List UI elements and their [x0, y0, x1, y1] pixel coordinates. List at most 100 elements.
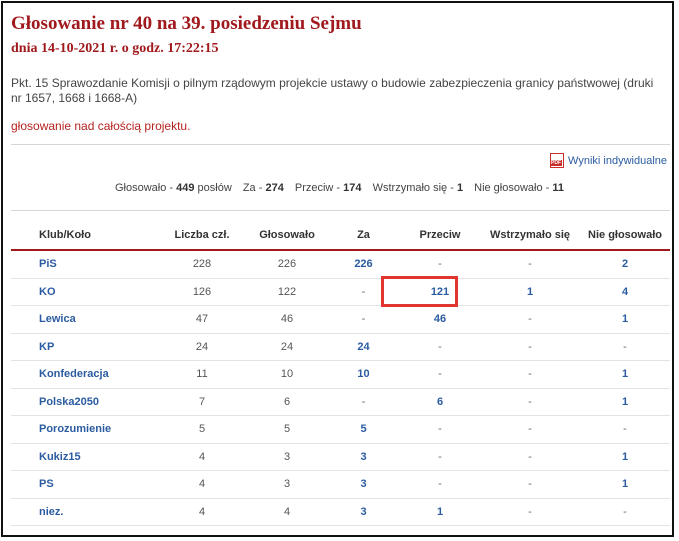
col-header: Klub/Koło: [11, 221, 157, 251]
club-link[interactable]: Kukiz15: [39, 450, 81, 463]
col-header: Głosowało: [247, 221, 327, 251]
count-cell: 122: [247, 278, 327, 306]
vote-count-link[interactable]: 3: [360, 478, 367, 491]
vote-cell: -: [480, 333, 580, 361]
count-cell: 5: [247, 415, 327, 444]
results-table: Klub/Koło Liczba czł. Głosowało Za Przec…: [11, 221, 670, 526]
count-cell: 4: [157, 470, 247, 499]
vote-count-link[interactable]: 121: [430, 285, 450, 298]
count-cell: 5: [157, 415, 247, 444]
club-cell: Konfederacja: [11, 360, 157, 389]
club-cell: niez.: [11, 498, 157, 526]
pdf-icon: PDF: [550, 153, 565, 168]
col-header: Wstrzymało się: [480, 221, 580, 251]
col-header: Przeciw: [400, 221, 480, 251]
divider: [11, 210, 670, 211]
vote-date: dnia 14-10-2021 r. o godz. 17:22:15: [11, 41, 219, 56]
count-cell: 10: [247, 360, 327, 389]
vote-cell: -: [327, 278, 400, 306]
count-cell: 7: [157, 388, 247, 416]
count-cell: 3: [247, 443, 327, 471]
vote-cell: 1: [580, 388, 670, 416]
count-cell: 4: [157, 498, 247, 526]
vote-cell: -: [480, 470, 580, 499]
count-cell: 11: [157, 360, 247, 389]
vote-count-link[interactable]: 5: [360, 423, 367, 436]
vote-description: Pkt. 15 Sprawozdanie Komisji o pilnym rz…: [11, 76, 654, 105]
table-row: niez. 4 4 3 1 - -: [11, 498, 670, 526]
vote-cell: 24: [327, 333, 400, 361]
page-title: Głosowanie nr 40 na 39. posiedzeniu Sejm…: [11, 13, 362, 34]
vote-cell: 5: [327, 415, 400, 444]
count-cell: 226: [247, 250, 327, 279]
table-row: KO 126 122- 121 1 4: [11, 278, 670, 306]
vote-cell: 1: [580, 360, 670, 389]
count-cell: 24: [247, 333, 327, 361]
club-link[interactable]: KO: [39, 285, 56, 298]
vote-cell: -: [580, 498, 670, 526]
club-link[interactable]: Polska2050: [39, 395, 99, 408]
vote-cell: 10: [327, 360, 400, 389]
club-link[interactable]: PiS: [39, 258, 57, 271]
club-link[interactable]: Konfederacja: [39, 368, 109, 381]
count-cell: 47: [157, 305, 247, 334]
vote-cell: -: [480, 250, 580, 279]
vote-cell: -: [327, 388, 400, 416]
vote-count-link[interactable]: 6: [436, 395, 444, 408]
vote-count-link[interactable]: 1: [621, 395, 629, 408]
vote-cell: 226: [327, 250, 400, 279]
count-cell: 228: [157, 250, 247, 279]
vote-cell: 3: [327, 498, 400, 526]
club-link[interactable]: PS: [39, 478, 54, 491]
table-row: Porozumienie 5 5 5- - -: [11, 415, 670, 444]
vote-cell: 3: [327, 470, 400, 499]
vote-cell: 1: [400, 498, 480, 526]
table-row: PS 4 3 3- -1: [11, 470, 670, 499]
club-cell: Porozumienie: [11, 415, 157, 444]
club-link[interactable]: KP: [39, 340, 55, 353]
vote-count-link[interactable]: 1: [621, 368, 629, 381]
vote-count-link[interactable]: 3: [360, 450, 367, 463]
club-link[interactable]: Porozumienie: [39, 423, 112, 436]
club-link[interactable]: Lewica: [39, 313, 76, 326]
club-link[interactable]: niez.: [39, 505, 64, 518]
vote-count-link[interactable]: 1: [526, 285, 534, 298]
vote-count-link[interactable]: 10: [357, 368, 370, 381]
vote-summary: Głosowało - 449 posłów Za - 274 Przeciw …: [114, 182, 565, 194]
divider: [11, 144, 670, 145]
vote-cell: -: [400, 470, 480, 499]
vote-count-link[interactable]: 4: [621, 285, 629, 298]
vote-cell: 46: [400, 305, 480, 334]
vote-cell: -: [400, 415, 480, 444]
vote-count-link[interactable]: 1: [621, 313, 629, 326]
count-cell: 3: [247, 470, 327, 499]
vote-cell: -: [327, 305, 400, 334]
vote-count-link[interactable]: 46: [433, 313, 447, 326]
vote-cell: -: [480, 305, 580, 334]
vote-cell: -: [580, 415, 670, 444]
vote-count-link[interactable]: 1: [621, 450, 629, 463]
vote-count-link[interactable]: 226: [354, 258, 373, 271]
table-row: Polska2050 7 6-6-1: [11, 388, 670, 416]
individual-results-label: Wyniki indywidualne: [568, 154, 667, 167]
table-row: Lewica 47 46-46-1: [11, 305, 670, 334]
vote-count-link[interactable]: 2: [621, 258, 629, 271]
vote-count-link[interactable]: 1: [621, 478, 629, 491]
vote-cell: 1: [580, 470, 670, 499]
vote-count-link[interactable]: 3: [360, 505, 367, 518]
club-cell: Kukiz15: [11, 443, 157, 471]
col-header: Za: [327, 221, 400, 251]
table-row: Kukiz15 4 3 3- -1: [11, 443, 670, 471]
count-cell: 4: [247, 498, 327, 526]
col-header: Nie głosowało: [580, 221, 670, 251]
club-cell: Polska2050: [11, 388, 157, 416]
club-cell: Lewica: [11, 305, 157, 334]
vote-count-link[interactable]: 1: [436, 505, 444, 518]
vote-cell: 4: [580, 278, 670, 306]
individual-results-link[interactable]: PDF Wyniki indywidualne: [550, 153, 667, 168]
club-cell: KP: [11, 333, 157, 361]
table-row: PiS 228 226 226- -2: [11, 250, 670, 279]
vote-cell: -: [480, 415, 580, 444]
vote-count-link[interactable]: 24: [357, 340, 370, 353]
